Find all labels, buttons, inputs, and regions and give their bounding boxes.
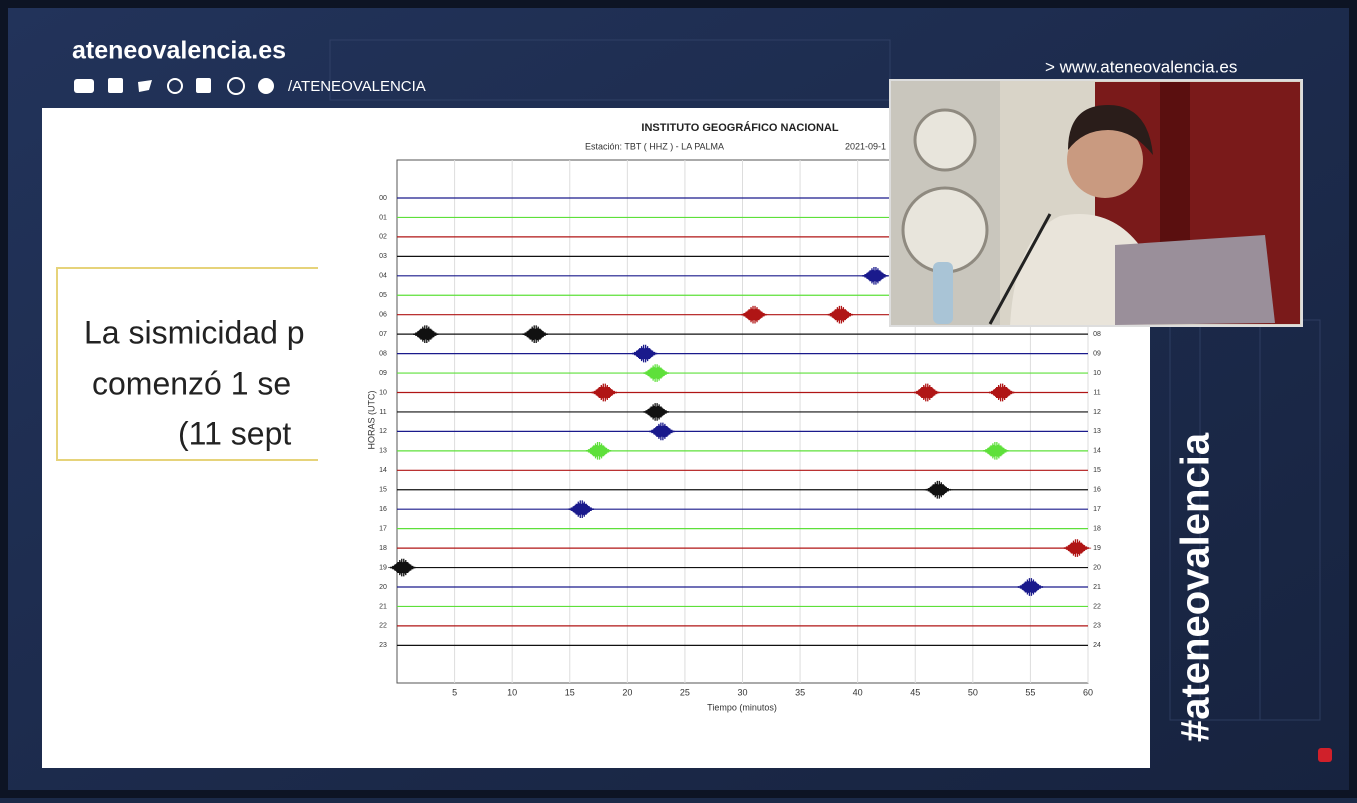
hour-label-right: 16 xyxy=(1093,487,1101,494)
hour-label-right: 15 xyxy=(1093,467,1101,474)
hour-label-right: 22 xyxy=(1093,603,1101,610)
seismogram-title: INSTITUTO GEOGRÁFICO NACIONAL xyxy=(641,121,838,134)
hour-label-left: 05 xyxy=(379,292,387,299)
hour-label-left: 08 xyxy=(379,350,387,357)
hour-label-left: 22 xyxy=(379,623,387,630)
seismogram-station: Estación: TBT ( HHZ ) - LA PALMA xyxy=(585,141,724,151)
x-tick-label: 40 xyxy=(853,687,863,697)
hour-label-right: 08 xyxy=(1093,331,1101,338)
hour-label-left: 10 xyxy=(379,389,387,396)
hour-label-right: 17 xyxy=(1093,506,1101,513)
stream-frame: ateneovalencia.es /ATENEOVALENCIA > www.… xyxy=(0,0,1357,798)
x-tick-label: 25 xyxy=(680,687,690,697)
webcam-video xyxy=(890,80,1302,326)
hour-label-left: 17 xyxy=(379,525,387,532)
slide-line: La sismicidad p xyxy=(84,314,305,350)
hour-label-left: 04 xyxy=(379,273,387,280)
hour-label-right: 21 xyxy=(1093,584,1101,591)
slide-line: comenzó 1 se xyxy=(92,365,291,401)
hour-label-left: 09 xyxy=(379,370,387,377)
hour-label-right: 13 xyxy=(1093,428,1101,435)
hour-label-right: 10 xyxy=(1093,370,1101,377)
hour-label-left: 03 xyxy=(379,253,387,260)
x-axis-label: Tiempo (minutos) xyxy=(707,702,777,712)
hour-label-right: 20 xyxy=(1093,564,1101,571)
x-tick-label: 35 xyxy=(795,687,805,697)
hour-label-left: 16 xyxy=(379,506,387,513)
hour-label-right: 12 xyxy=(1093,409,1101,416)
hour-label-left: 14 xyxy=(379,467,387,474)
hour-label-right: 23 xyxy=(1093,623,1101,630)
hour-label-left: 01 xyxy=(379,214,387,221)
hour-label-left: 15 xyxy=(379,487,387,494)
site-name: ateneovalencia.es xyxy=(72,37,286,65)
page: ateneovalencia.es /ATENEOVALENCIA > www.… xyxy=(0,0,1357,798)
hour-label-left: 13 xyxy=(379,448,387,455)
x-tick-label: 15 xyxy=(565,687,575,697)
live-badge xyxy=(1318,748,1332,762)
site-url: > www.ateneovalencia.es xyxy=(1045,57,1237,76)
social-handle: /ATENEOVALENCIA xyxy=(288,78,426,95)
hour-label-left: 19 xyxy=(379,564,387,571)
hour-label-right: 19 xyxy=(1093,545,1101,552)
x-tick-label: 5 xyxy=(452,687,457,697)
hour-label-left: 23 xyxy=(379,642,387,649)
hashtag: #ateneovalencia xyxy=(1174,432,1218,742)
hour-label-left: 20 xyxy=(379,584,387,591)
x-tick-label: 45 xyxy=(910,687,920,697)
hour-label-left: 11 xyxy=(379,409,386,416)
hour-label-right: 18 xyxy=(1093,525,1101,532)
x-tick-label: 50 xyxy=(968,687,978,697)
x-tick-label: 55 xyxy=(1025,687,1035,697)
hour-label-left: 18 xyxy=(379,545,387,552)
slide-line: (11 sept xyxy=(178,415,291,451)
hour-label-left: 00 xyxy=(379,195,387,202)
hour-label-right: 09 xyxy=(1093,350,1101,357)
hour-label-left: 02 xyxy=(379,234,387,241)
hour-label-right: 14 xyxy=(1093,448,1101,455)
x-tick-label: 20 xyxy=(622,687,632,697)
hour-label-right: 24 xyxy=(1093,642,1101,649)
x-tick-label: 10 xyxy=(507,687,517,697)
hour-label-left: 06 xyxy=(379,312,387,319)
hour-label-left: 07 xyxy=(379,331,387,338)
hour-label-left: 21 xyxy=(379,603,387,610)
hour-label-left: 12 xyxy=(379,428,387,435)
seismogram-date: 2021-09-1 xyxy=(845,141,886,151)
x-tick-label: 60 xyxy=(1083,687,1093,697)
x-tick-label: 30 xyxy=(737,687,747,697)
y-axis-label: HORAS (UTC) xyxy=(366,391,376,450)
hour-label-right: 11 xyxy=(1093,389,1100,396)
